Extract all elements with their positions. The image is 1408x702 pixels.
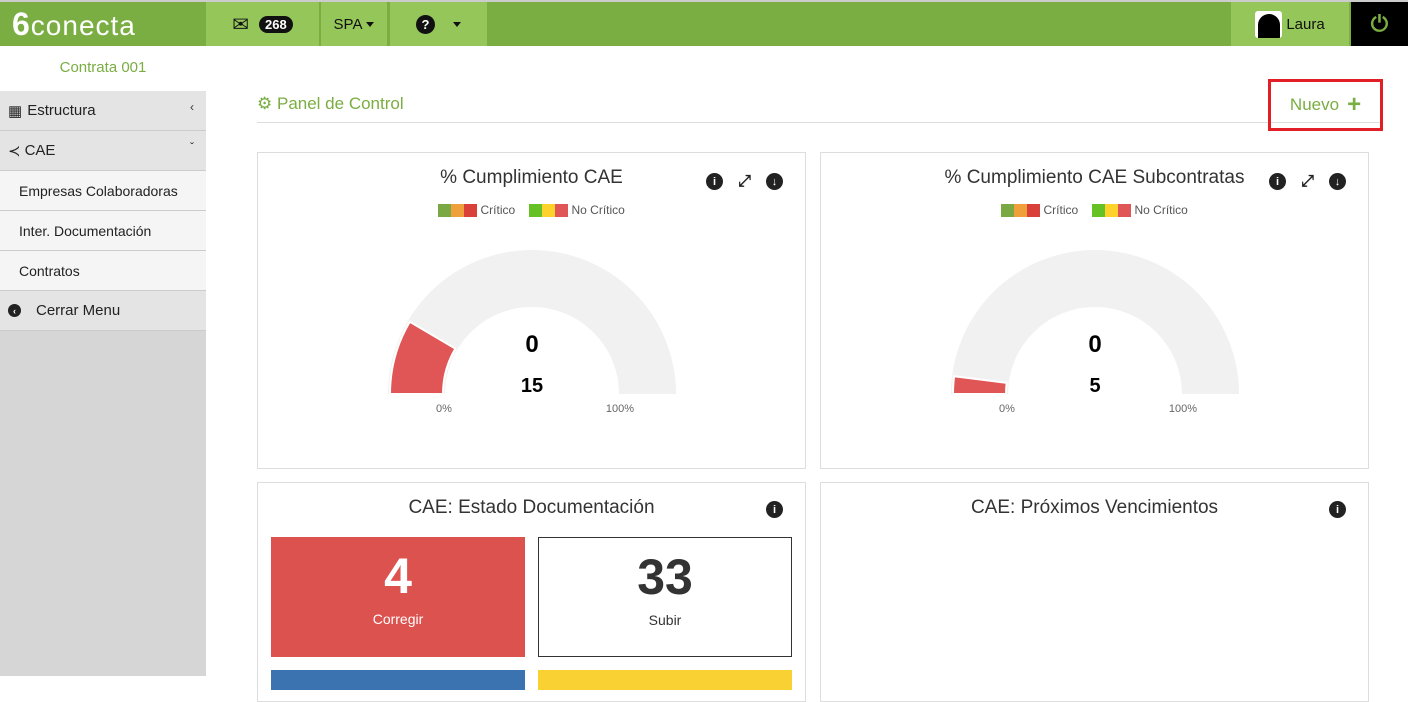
gauge-card-subcontratas: % Cumplimiento CAE Subcontratas i ⤢ ↓ Crít… (820, 152, 1369, 469)
gauge-count: 15 (521, 375, 543, 397)
gauge-value: 0 (525, 331, 538, 358)
gauge-min-label: 0% (999, 403, 1015, 415)
gauge-chart: 0 15 0% 100% (388, 250, 676, 415)
gauge-chart: 0 5 0% 100% (951, 250, 1239, 415)
info-icon[interactable]: i (1329, 501, 1346, 518)
chevron-circle-left-icon: ‹ (8, 304, 21, 317)
card-title: % Cumplimiento CAE (440, 167, 623, 188)
estado-documentacion-card: CAE: Estado Documentación i 4 Corregir 33… (257, 482, 806, 702)
sidebar-item-empresas[interactable]: Empresas Colaboradoras (0, 171, 206, 211)
gauge-min-label: 0% (436, 403, 452, 415)
gauge-background (951, 250, 1239, 394)
gauge-max-label: 100% (1169, 403, 1197, 415)
page-title: ⚙ Panel de Control (257, 94, 1383, 123)
expand-icon[interactable]: ⤢ (1301, 172, 1314, 190)
card-title: CAE: Próximos Vencimientos (970, 497, 1219, 518)
gauge-max-label: 100% (606, 403, 634, 415)
user-name: Laura (1286, 15, 1325, 33)
sidebar-item-documentacion[interactable]: Inter. Documentación (0, 211, 206, 251)
logout-button[interactable]: ⏻ (1351, 2, 1408, 46)
card-title: CAE: Estado Documentación (408, 497, 655, 518)
close-menu-button[interactable]: ‹ Cerrar Menu (0, 291, 206, 331)
avatar (1255, 10, 1283, 38)
plus-icon: + (1347, 91, 1362, 118)
grid-icon: ▦ (8, 102, 23, 120)
expand-icon[interactable]: ⤢ (738, 172, 751, 190)
contract-name: Contrata 001 (0, 46, 206, 91)
gauge-background (388, 250, 676, 394)
help-dropdown[interactable]: ? (390, 2, 487, 46)
legend: Crítico No Crítico (821, 203, 1368, 218)
download-icon[interactable]: ↓ (1329, 173, 1346, 190)
gauge-fill (951, 375, 1008, 395)
logo[interactable]: 6conecta (12, 6, 136, 42)
envelope-icon: ✉ (232, 13, 250, 36)
sidebar-item-cae[interactable]: ≺ CAE ˇ (0, 131, 206, 171)
gauge-card-cumplimiento: % Cumplimiento CAE i ⤢ ↓ Crítico No Crític… (257, 152, 806, 469)
sidebar: Contrata 001 ▦ Estructura ‹ ≺ CAE ˇ Empresas… (0, 46, 206, 676)
question-icon: ? (416, 14, 435, 34)
legend: Crítico No Crítico (258, 203, 805, 218)
messages-badge: 268 (259, 15, 293, 33)
info-icon[interactable]: i (1269, 173, 1286, 190)
share-icon: ≺ (8, 142, 21, 160)
info-icon[interactable]: i (706, 173, 723, 190)
download-icon[interactable]: ↓ (766, 173, 783, 190)
sidebar-item-estructura[interactable]: ▦ Estructura ‹ (0, 91, 206, 131)
user-menu[interactable]: Laura (1231, 2, 1349, 46)
gauge-value: 0 (1088, 331, 1101, 358)
tile-corregir[interactable]: 4 Corregir (271, 537, 525, 657)
gear-icon: ⚙ (257, 94, 273, 113)
caret-down-icon (366, 21, 375, 27)
caret-down-icon (453, 21, 461, 27)
vencimientos-card: CAE: Próximos Vencimientos i (820, 482, 1369, 702)
tile-subir[interactable]: 33 Subir (538, 537, 792, 657)
info-icon[interactable]: i (766, 501, 783, 518)
power-icon: ⏻ (1370, 11, 1389, 36)
new-button[interactable]: Nuevo + (1268, 79, 1383, 131)
tile-yellow[interactable] (538, 670, 792, 690)
gauge-count: 5 (1089, 375, 1100, 397)
sidebar-item-contratos[interactable]: Contratos (0, 251, 206, 291)
tile-blue[interactable] (271, 670, 525, 690)
gauge-fill (388, 320, 457, 395)
language-dropdown[interactable]: SPA (321, 2, 387, 46)
card-title: % Cumplimiento CAE Subcontratas (944, 167, 1245, 188)
messages-button[interactable]: ✉ 268 (206, 2, 319, 46)
top-bar: 6conecta ✉ 268 SPA ? Laura ⏻ (0, 0, 1408, 46)
chevron-left-icon: ‹ (190, 100, 194, 114)
chevron-down-icon: ˇ (190, 140, 194, 154)
